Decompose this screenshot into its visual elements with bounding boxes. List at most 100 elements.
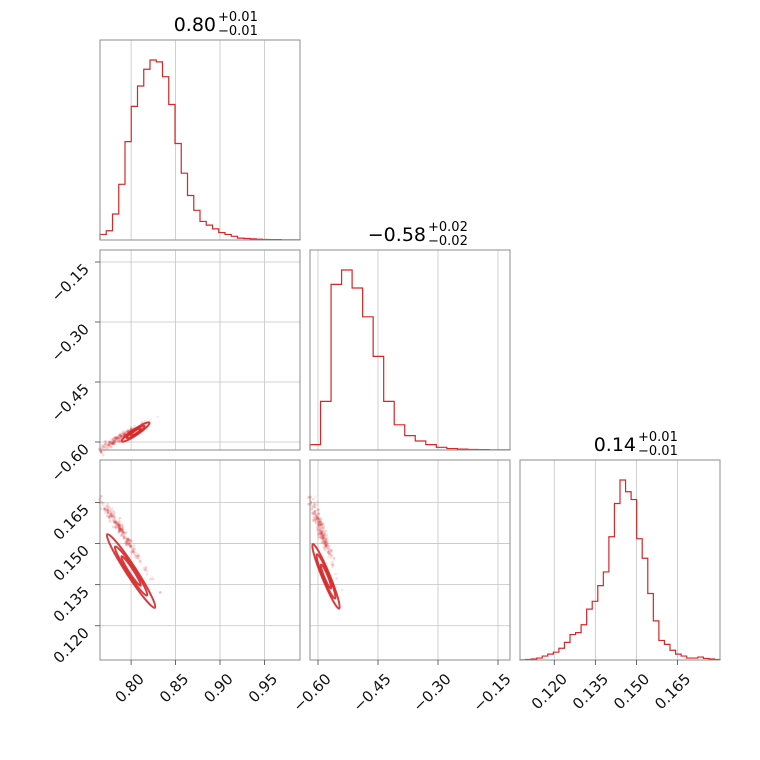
sample-point — [311, 512, 315, 516]
sample-point — [106, 505, 109, 508]
sample-point — [126, 537, 130, 540]
contour-2-0-1 — [113, 545, 149, 597]
sample-point — [316, 508, 319, 512]
sample-point — [313, 505, 317, 509]
sample-point — [314, 521, 318, 524]
sample-point — [111, 440, 114, 444]
sample-point — [320, 540, 324, 544]
sample-point — [108, 441, 111, 444]
sample-point — [313, 501, 316, 505]
sample-point — [320, 528, 324, 531]
sample-point — [312, 497, 315, 501]
sample-point — [326, 541, 329, 545]
sample-point — [116, 522, 120, 526]
sample-point — [322, 530, 326, 534]
sample-point — [106, 505, 110, 508]
sample-point — [111, 438, 114, 442]
sample-point — [320, 532, 324, 535]
sample-point — [117, 530, 121, 534]
sample-point — [114, 521, 118, 525]
sample-point — [144, 568, 147, 571]
sample-point — [311, 507, 314, 510]
sample-point — [323, 537, 327, 541]
sample-point — [118, 524, 122, 527]
sample-point — [324, 538, 328, 541]
sample-point — [316, 522, 319, 525]
sample-point — [100, 494, 103, 498]
sample-point — [110, 442, 114, 445]
sample-point — [324, 537, 328, 540]
sample-point — [317, 525, 321, 529]
sample-point — [112, 515, 116, 519]
sample-point — [112, 520, 116, 524]
sample-point — [326, 549, 329, 552]
sample-point — [125, 531, 128, 535]
sample-point — [317, 512, 321, 515]
sample-point — [314, 517, 317, 520]
sample-point — [318, 524, 322, 528]
sample-point — [112, 512, 115, 516]
sample-point — [120, 528, 124, 532]
sample-point — [318, 527, 321, 530]
sample-point — [320, 522, 324, 525]
sample-point — [103, 445, 106, 448]
sample-point — [107, 443, 111, 447]
sample-point — [318, 532, 322, 535]
sample-point — [118, 529, 122, 533]
sample-point — [138, 557, 141, 561]
panel-title-plus-1: +0.02 — [428, 220, 468, 235]
y-tick-label: 0.150 — [50, 542, 93, 585]
sample-point — [149, 577, 152, 581]
sample-point — [117, 523, 121, 527]
sample-point — [103, 511, 107, 515]
sample-point — [324, 544, 328, 547]
sample-point — [113, 515, 116, 518]
sample-point — [306, 496, 310, 499]
sample-point — [101, 501, 104, 505]
sample-point — [121, 429, 125, 433]
sample-point — [323, 542, 327, 546]
sample-point — [115, 436, 118, 440]
sample-point — [312, 519, 316, 523]
sample-point — [325, 540, 328, 543]
sample-point — [316, 527, 320, 531]
sample-point — [117, 436, 120, 440]
sample-point — [310, 507, 314, 511]
sample-point — [111, 441, 115, 445]
sample-point — [111, 441, 115, 445]
sample-point — [322, 524, 326, 527]
sample-point — [117, 439, 120, 443]
sample-point — [100, 447, 104, 450]
sample-point — [106, 508, 110, 511]
sample-point — [117, 436, 120, 440]
sample-point — [328, 553, 331, 556]
sample-point — [323, 546, 327, 550]
sample-point — [122, 431, 126, 435]
sample-point — [320, 536, 324, 539]
y-tick-label: 0.120 — [50, 624, 93, 667]
sample-point — [133, 556, 137, 559]
sample-point — [129, 427, 133, 431]
sample-point — [108, 442, 111, 446]
sample-point — [122, 535, 125, 538]
sample-point — [139, 560, 142, 564]
sample-point — [321, 536, 325, 539]
sample-point — [319, 523, 323, 527]
sample-point — [327, 556, 331, 559]
sample-point — [318, 529, 322, 533]
x-tick-label: 0.150 — [610, 670, 653, 713]
sample-point — [142, 567, 145, 570]
sample-point — [120, 527, 123, 531]
y-tick-label: 0.165 — [50, 501, 93, 544]
sample-point — [109, 513, 113, 516]
sample-point — [100, 451, 103, 455]
sample-point — [113, 520, 117, 523]
sample-point — [311, 519, 315, 522]
sample-point — [116, 523, 120, 527]
sample-point — [112, 521, 116, 524]
sample-point — [100, 451, 103, 454]
sample-point — [112, 438, 115, 441]
sample-point — [118, 437, 121, 441]
sample-point — [313, 510, 317, 513]
sample-point — [113, 441, 116, 444]
